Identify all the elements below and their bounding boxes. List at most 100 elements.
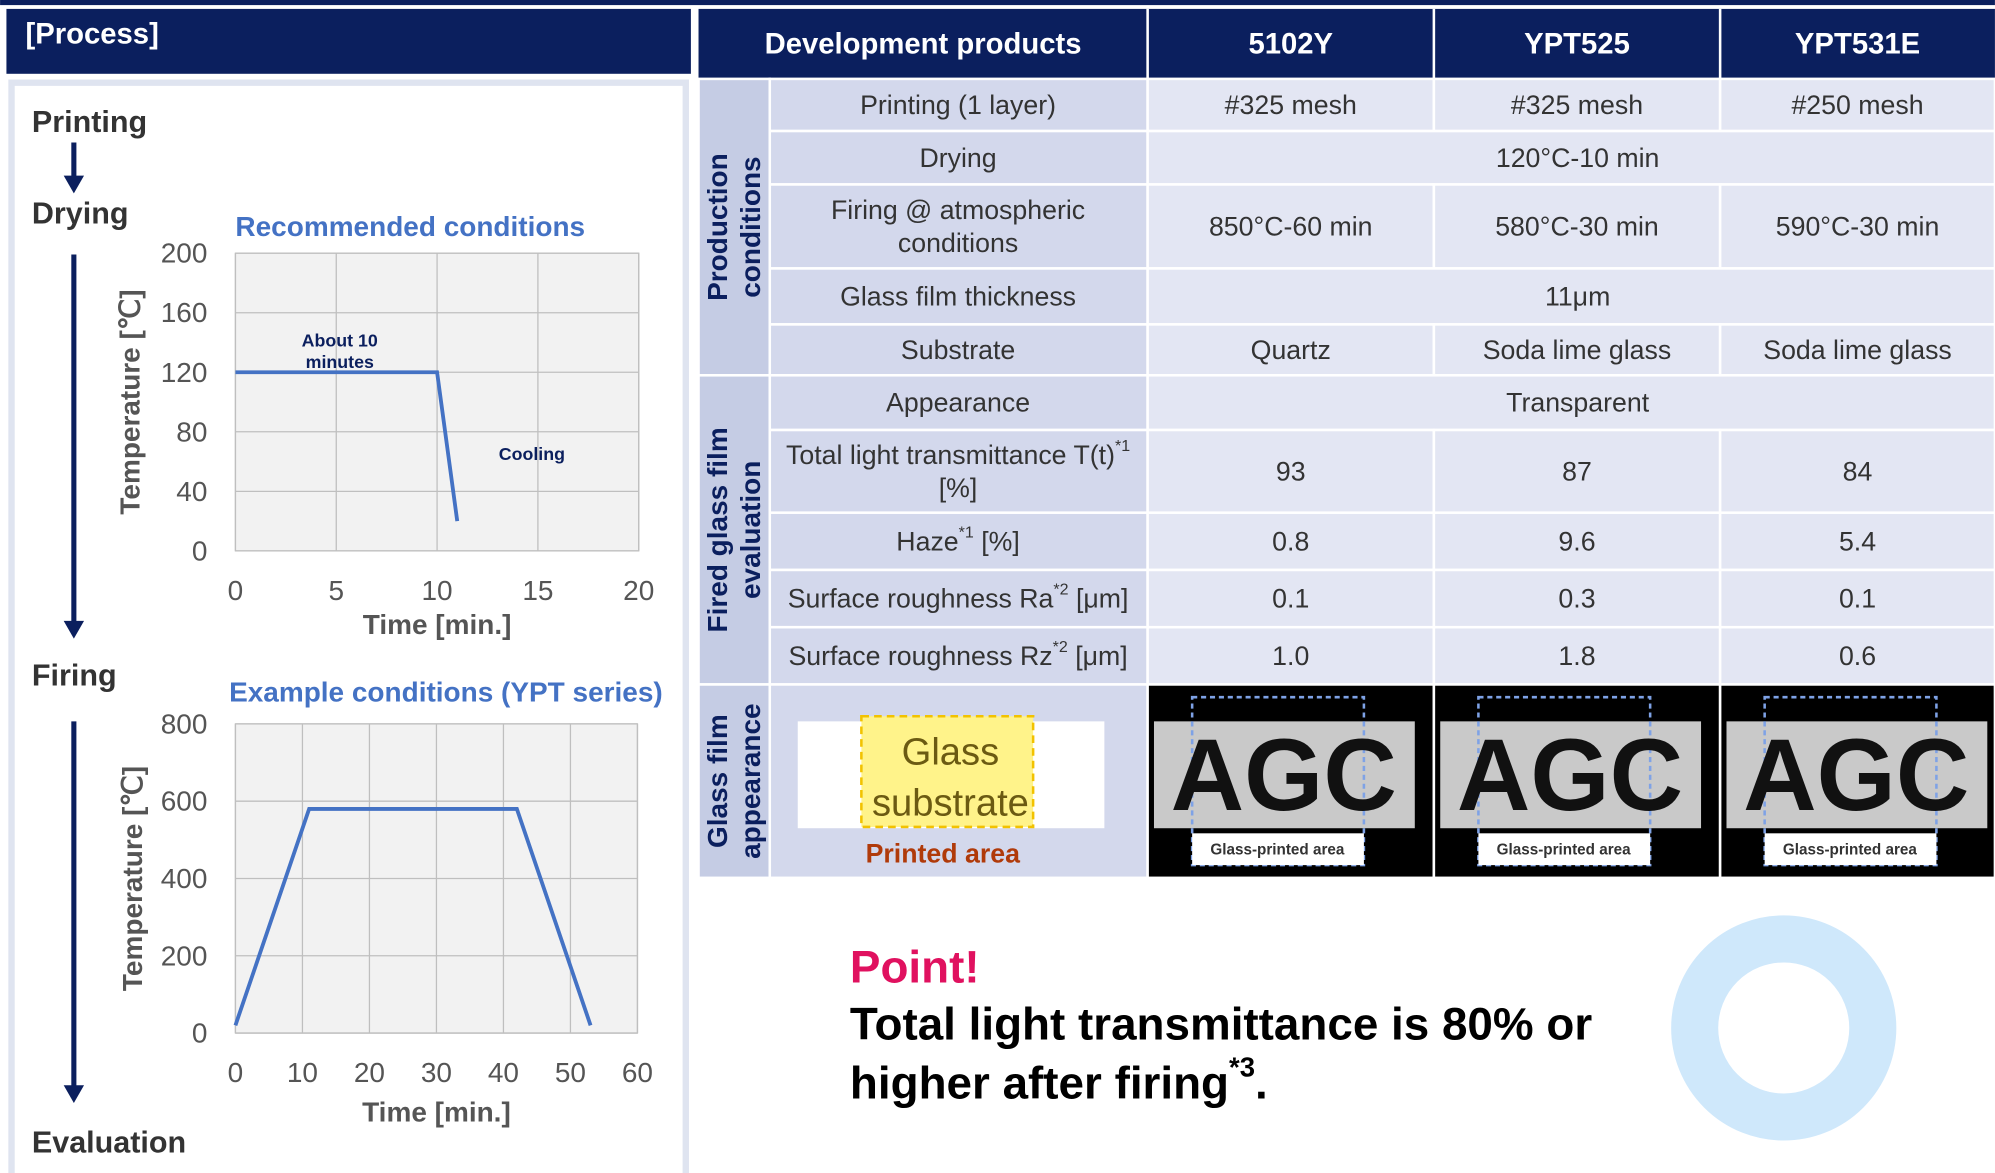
decor-ring bbox=[1695, 939, 1873, 1117]
cell-value: 1.0 bbox=[1272, 641, 1309, 671]
x-tick-label: 50 bbox=[555, 1057, 586, 1088]
x-tick-label: 0 bbox=[228, 1057, 244, 1088]
x-tick-label: 5 bbox=[328, 575, 344, 606]
photo-logo: AGC bbox=[1171, 718, 1397, 832]
text-run: Surface roughness Rz bbox=[788, 641, 1052, 671]
y-tick-label: 800 bbox=[161, 708, 208, 739]
table-header: Development products bbox=[765, 29, 1082, 61]
x-tick-label: 20 bbox=[354, 1057, 385, 1088]
cell-value: 9.6 bbox=[1558, 526, 1595, 556]
row-label: Glass film thickness bbox=[840, 281, 1076, 311]
annotation: minutes bbox=[306, 352, 374, 372]
y-tick-label: 0 bbox=[192, 1018, 208, 1049]
sample-label: substrate bbox=[872, 781, 1029, 824]
process-step: Firing bbox=[32, 659, 117, 693]
cell-value: Soda lime glass bbox=[1763, 335, 1952, 365]
cell-value: 11μm bbox=[1545, 281, 1610, 311]
group-label-line: conditions bbox=[735, 156, 766, 297]
superscript: *1 bbox=[1115, 437, 1130, 455]
photo-caption: Glass-printed area bbox=[1783, 841, 1917, 858]
sample-label: Glass bbox=[902, 730, 1000, 773]
cell-value: 120°C-10 min bbox=[1496, 143, 1660, 173]
cell-value: 1.8 bbox=[1558, 641, 1595, 671]
group-label-line: evaluation bbox=[735, 461, 766, 599]
annotation: Cooling bbox=[499, 444, 565, 464]
x-tick-label: 40 bbox=[488, 1057, 519, 1088]
x-tick-label: 60 bbox=[622, 1057, 653, 1088]
x-tick-label: 10 bbox=[287, 1057, 318, 1088]
cell-value: 0.8 bbox=[1272, 526, 1309, 556]
row-label: [%] bbox=[939, 473, 978, 503]
top-rule bbox=[0, 0, 1995, 5]
x-tick-label: 15 bbox=[522, 575, 553, 606]
cell-value: 93 bbox=[1276, 456, 1306, 486]
row-label: Substrate bbox=[901, 335, 1015, 365]
photo-logo: AGC bbox=[1457, 718, 1683, 832]
process-step: Printing bbox=[32, 105, 147, 139]
x-axis-label: Time [min.] bbox=[363, 609, 512, 640]
x-tick-label: 10 bbox=[422, 575, 453, 606]
cell-value: Quartz bbox=[1251, 335, 1331, 365]
group-label-line: Fired glass film bbox=[702, 427, 733, 632]
table-header: YPT531E bbox=[1795, 29, 1920, 61]
text-run: [μm] bbox=[1069, 584, 1129, 614]
group-label-line: appearance bbox=[735, 703, 766, 858]
page: [Process] Printing Drying Firing Evaluation… bbox=[0, 0, 1995, 1173]
process-header: [Process] bbox=[26, 18, 159, 50]
x-axis-label: Time [min.] bbox=[362, 1096, 511, 1127]
y-tick-label: 160 bbox=[161, 297, 208, 328]
row-label: Surface roughness Rz*2 [μm] bbox=[788, 638, 1127, 671]
cell-value: Transparent bbox=[1506, 388, 1650, 418]
text-run: [μm] bbox=[1068, 641, 1128, 671]
point-title: Point! bbox=[850, 941, 980, 992]
y-tick-label: 400 bbox=[161, 863, 208, 894]
y-axis-label: Temperature [℃] bbox=[114, 289, 145, 514]
photo-caption: Glass-printed area bbox=[1210, 841, 1344, 858]
text-run: Surface roughness Ra bbox=[788, 584, 1054, 614]
y-axis-label: Temperature [℃] bbox=[117, 766, 148, 991]
cell-value: 84 bbox=[1843, 456, 1873, 486]
superscript: *1 bbox=[959, 523, 974, 541]
table-header: 5102Y bbox=[1248, 29, 1333, 61]
annotation: About 10 bbox=[302, 330, 378, 350]
point-text: Total light transmittance is 80% or bbox=[850, 999, 1592, 1050]
superscript: *2 bbox=[1053, 581, 1068, 599]
x-tick-label: 0 bbox=[228, 575, 244, 606]
text-run: Haze bbox=[896, 526, 958, 556]
y-tick-label: 200 bbox=[161, 940, 208, 971]
chart-title: Recommended conditions bbox=[235, 211, 585, 242]
y-tick-label: 200 bbox=[161, 238, 208, 269]
process-step: Evaluation bbox=[32, 1125, 186, 1159]
x-tick-label: 30 bbox=[421, 1057, 452, 1088]
cell-value: #325 mesh bbox=[1225, 90, 1357, 120]
text-run: Total light transmittance T(t) bbox=[786, 440, 1115, 470]
chart-title: Example conditions (YPT series) bbox=[229, 677, 663, 708]
row-label: Printing (1 layer) bbox=[860, 90, 1056, 120]
text-run: [%] bbox=[974, 526, 1020, 556]
photo-caption: Glass-printed area bbox=[1497, 841, 1631, 858]
superscript: *2 bbox=[1053, 638, 1068, 656]
cell-value: 0.6 bbox=[1839, 641, 1876, 671]
sample-caption: Printed area bbox=[866, 839, 1022, 869]
y-tick-label: 40 bbox=[176, 476, 207, 507]
photo-logo: AGC bbox=[1743, 718, 1969, 832]
text-run: higher after firing bbox=[850, 1057, 1229, 1108]
point-text: higher after firing*3. bbox=[850, 1052, 1268, 1109]
x-tick-label: 20 bbox=[623, 575, 654, 606]
row-label: Drying bbox=[919, 143, 996, 173]
cell-value: 0.3 bbox=[1558, 584, 1595, 614]
cell-value: 0.1 bbox=[1272, 584, 1309, 614]
cell-value: 5.4 bbox=[1839, 526, 1876, 556]
row-label: Appearance bbox=[886, 388, 1030, 418]
cell-value: Soda lime glass bbox=[1483, 335, 1672, 365]
row-label: conditions bbox=[898, 228, 1018, 258]
y-tick-label: 120 bbox=[161, 357, 208, 388]
row-label: Surface roughness Ra*2 [μm] bbox=[788, 581, 1129, 614]
y-tick-label: 0 bbox=[192, 535, 208, 566]
row-label: Haze*1 [%] bbox=[896, 523, 1019, 556]
process-step: Drying bbox=[32, 197, 129, 231]
cell-value: #250 mesh bbox=[1791, 90, 1923, 120]
cell-value: 87 bbox=[1562, 456, 1592, 486]
group-label-line: Glass film bbox=[702, 714, 733, 848]
cell-value: 590°C-30 min bbox=[1776, 211, 1940, 241]
